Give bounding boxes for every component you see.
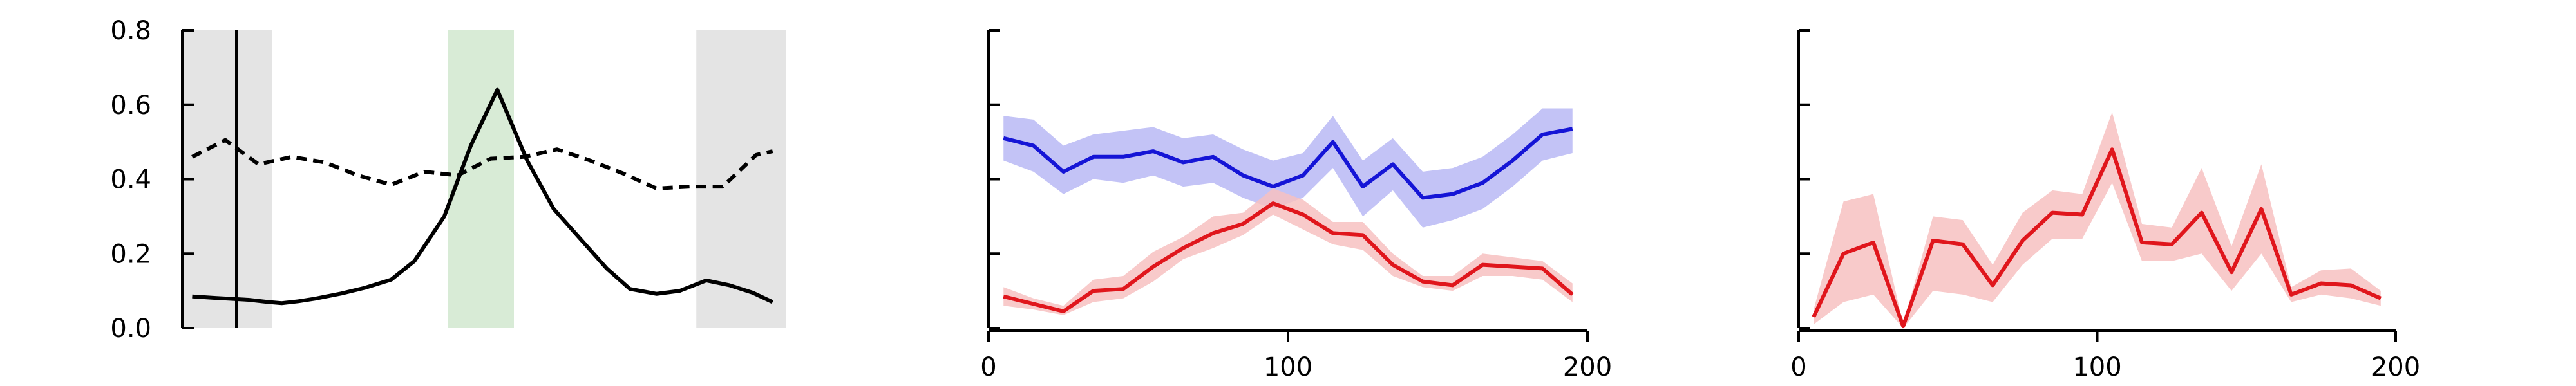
panel-right: 0 100 200 [1790,29,2420,382]
y-tick-label: 0.2 [110,239,151,269]
series-0-line [1812,147,2382,329]
x-tick-label: 200 [1563,353,1612,382]
shaded-region-2 [696,30,786,328]
panel-left: 0.0 0.2 0.4 0.6 0.8 [110,16,786,344]
y-tick-label: 0.6 [110,91,151,120]
series-1-line [191,138,773,190]
y-tick-label: 0.0 [110,314,151,344]
series-1-line [1003,201,1574,313]
series-0-line [192,87,773,306]
x-tick-label: 100 [2072,353,2121,382]
x-tick-label: 0 [980,353,996,382]
x-tick-label: 200 [2371,353,2420,382]
x-tick-label: 0 [1790,353,1806,382]
series-0-band [1814,112,2381,328]
y-tick-label: 0.8 [110,16,151,46]
panel-middle: 0 100 200 [980,29,1612,382]
series-0-line [1003,127,1573,200]
y-tick-label: 0.4 [110,165,151,195]
shaded-region-0 [182,30,272,328]
x-tick-label: 100 [1264,353,1312,382]
